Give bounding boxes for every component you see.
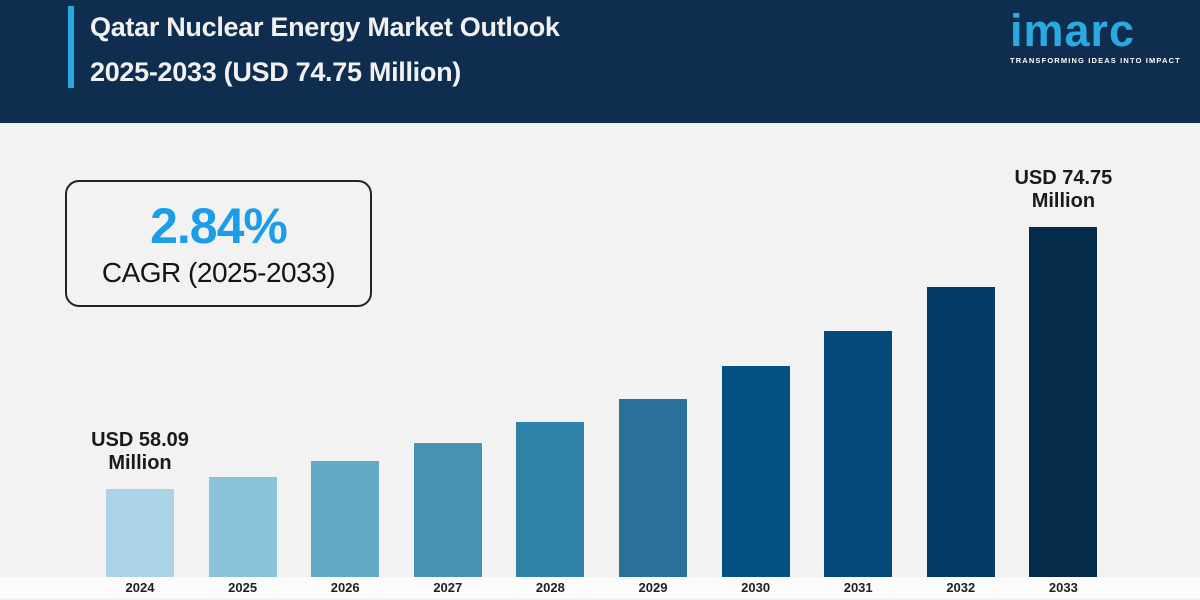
x-tick-2025: 2025 xyxy=(228,580,258,595)
bar-2026 xyxy=(311,461,380,577)
bar-2024 xyxy=(106,489,174,577)
cagr-value: 2.84% xyxy=(150,197,288,254)
x-tick-2029: 2029 xyxy=(638,580,668,595)
page-title-line1: Qatar Nuclear Energy Market Outlook xyxy=(90,12,560,42)
title-accent-bar xyxy=(68,6,74,88)
x-tick-2031: 2031 xyxy=(843,580,873,595)
cagr-card: 2.84% CAGR (2025-2033) xyxy=(65,180,372,307)
page-title-line2: 2025-2033 (USD 74.75 Million) xyxy=(90,57,461,87)
bar-2033 xyxy=(1029,227,1098,577)
value-label-2024: USD 58.09 Million xyxy=(91,429,189,474)
x-tick-2032: 2032 xyxy=(946,580,976,595)
bar-2027 xyxy=(413,443,482,577)
x-tick-2033: 2033 xyxy=(1048,580,1078,595)
imarc-logo-tagline: TRANSFORMING IDEAS INTO IMPACT xyxy=(1010,56,1181,65)
imarc-logo-text: imarc xyxy=(1010,5,1136,56)
bar-2031 xyxy=(824,331,893,577)
cagr-label: CAGR (2025-2033) xyxy=(101,256,336,288)
x-tick-2028: 2028 xyxy=(535,580,565,595)
bar-2032 xyxy=(926,287,995,577)
x-tick-2026: 2026 xyxy=(330,580,360,595)
page-title: Qatar Nuclear Energy Market Outlook 2025… xyxy=(90,5,560,95)
x-tick-2027: 2027 xyxy=(433,580,463,595)
bar-2029 xyxy=(619,399,687,577)
value-label-2033: USD 74.75 Million xyxy=(1014,167,1113,212)
x-tick-2024: 2024 xyxy=(125,580,155,595)
bar-2028 xyxy=(516,422,585,577)
bar-2025 xyxy=(208,477,277,577)
x-axis-band xyxy=(0,577,1200,598)
header-banner: Qatar Nuclear Energy Market Outlook 2025… xyxy=(0,0,1200,123)
bar-2030 xyxy=(721,366,790,577)
x-tick-2030: 2030 xyxy=(741,580,771,595)
imarc-logo: imarc TRANSFORMING IDEAS INTO IMPACT xyxy=(1010,5,1181,66)
